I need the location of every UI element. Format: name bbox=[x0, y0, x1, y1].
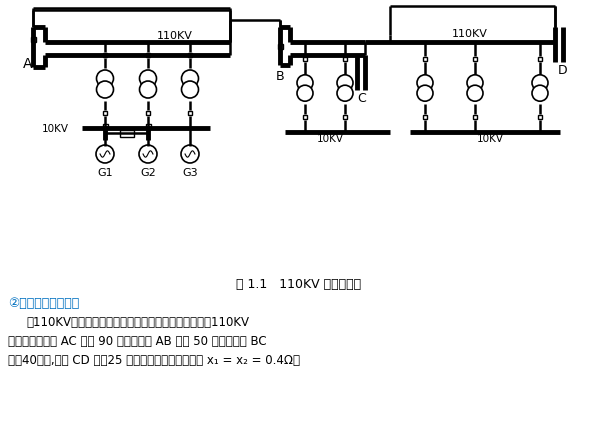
Text: A: A bbox=[23, 57, 33, 70]
Bar bbox=[473, 115, 477, 119]
Text: 该110KV系统由火力发电厂和三个降压变电站通过四回110KV: 该110KV系统由火力发电厂和三个降压变电站通过四回110KV bbox=[26, 316, 249, 329]
Circle shape bbox=[467, 75, 483, 91]
Text: 10KV: 10KV bbox=[41, 124, 68, 134]
Circle shape bbox=[96, 81, 113, 98]
Text: G2: G2 bbox=[140, 168, 156, 178]
Text: 10KV: 10KV bbox=[316, 134, 343, 144]
Bar bbox=[302, 115, 307, 119]
Circle shape bbox=[337, 75, 353, 91]
Circle shape bbox=[139, 145, 157, 163]
Circle shape bbox=[532, 85, 548, 101]
Bar bbox=[343, 115, 347, 119]
Circle shape bbox=[181, 70, 198, 87]
Bar bbox=[473, 57, 477, 61]
Text: 线路构成；线路 AC 长度 90 公里，线路 AB 长度 50 公里，线路 BC: 线路构成；线路 AC 长度 90 公里，线路 AB 长度 50 公里，线路 BC bbox=[8, 335, 267, 348]
Circle shape bbox=[417, 85, 433, 101]
Text: G3: G3 bbox=[182, 168, 198, 178]
Bar bbox=[146, 53, 150, 57]
Bar bbox=[102, 124, 107, 129]
Circle shape bbox=[417, 75, 433, 91]
Text: ②系统及元件参数：: ②系统及元件参数： bbox=[8, 297, 79, 310]
Bar bbox=[187, 53, 192, 57]
Text: C: C bbox=[358, 92, 367, 104]
Circle shape bbox=[181, 81, 198, 98]
Bar bbox=[31, 37, 35, 41]
Bar bbox=[146, 111, 150, 115]
Bar bbox=[538, 115, 542, 119]
Bar bbox=[187, 111, 192, 115]
Bar bbox=[103, 53, 107, 57]
Bar bbox=[423, 57, 427, 61]
Bar bbox=[146, 124, 150, 129]
Circle shape bbox=[181, 145, 199, 163]
Bar bbox=[538, 57, 542, 61]
Circle shape bbox=[96, 70, 113, 87]
Bar bbox=[103, 111, 107, 115]
Circle shape bbox=[140, 81, 156, 98]
Bar bbox=[343, 57, 347, 61]
Bar bbox=[302, 57, 307, 61]
Circle shape bbox=[337, 85, 353, 101]
Circle shape bbox=[297, 75, 313, 91]
Circle shape bbox=[96, 145, 114, 163]
Text: 图 1.1   110KV 电网接线图: 图 1.1 110KV 电网接线图 bbox=[237, 278, 362, 291]
Bar bbox=[423, 115, 427, 119]
Text: 110KV: 110KV bbox=[452, 29, 488, 39]
Text: 10KV: 10KV bbox=[476, 134, 504, 144]
Circle shape bbox=[532, 75, 548, 91]
Text: G1: G1 bbox=[97, 168, 113, 178]
Circle shape bbox=[140, 70, 156, 87]
Bar bbox=[277, 43, 283, 49]
Text: 长制40公里,线路 CD 长制25 公里；线路单位长度电抗 x₁ = x₂ = 0.4Ω，: 长制40公里,线路 CD 长制25 公里；线路单位长度电抗 x₁ = x₂ = … bbox=[8, 354, 300, 367]
Text: L 4: L 4 bbox=[443, 0, 461, 3]
Circle shape bbox=[467, 85, 483, 101]
Text: B: B bbox=[276, 70, 285, 83]
Text: 110KV: 110KV bbox=[157, 31, 193, 41]
Circle shape bbox=[297, 85, 313, 101]
Bar bbox=[120, 130, 134, 136]
Text: D: D bbox=[558, 63, 568, 77]
